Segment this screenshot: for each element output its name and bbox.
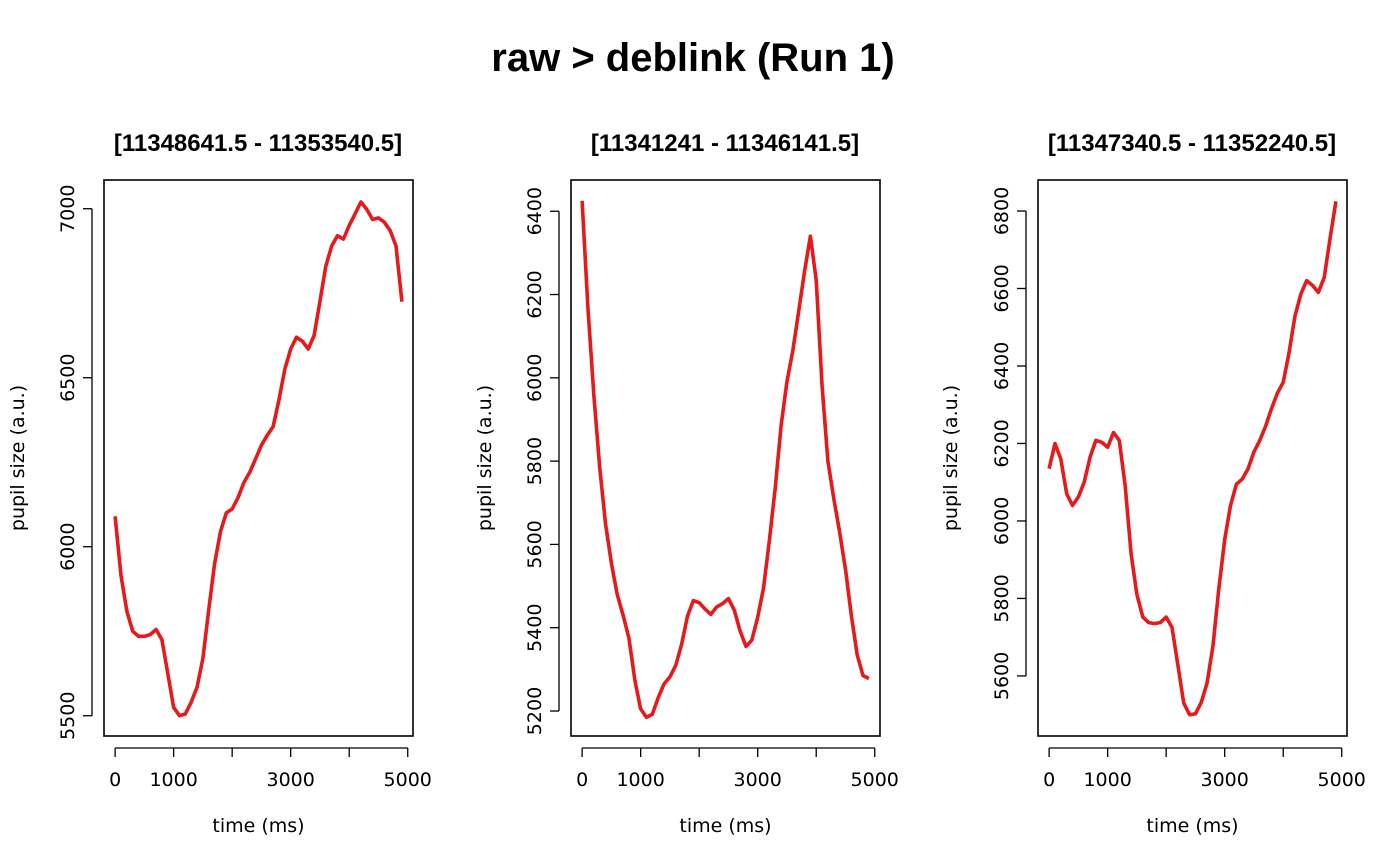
x-tick-label: 0: [576, 769, 588, 791]
y-tick-label: 5800: [991, 574, 1013, 622]
plot-frame: [570, 179, 881, 737]
y-tick-label: 6000: [57, 523, 79, 571]
x-tick-label: 5000: [851, 769, 899, 791]
chart-panel-3: [11347340.5 - 11352240.5] 0 1000 3000 5000 56…: [940, 130, 1366, 837]
x-tick-label: 5000: [1318, 769, 1366, 791]
x-tick-label: 0: [1043, 769, 1055, 791]
plot-frame: [103, 179, 414, 737]
y-axis-label: pupil size (a.u.): [7, 385, 29, 531]
y-tick-label: 6000: [991, 497, 1013, 545]
chart-panel-1: [11348641.5 - 11353540.5] 0 1000 3000 5000 55…: [7, 130, 432, 837]
plot-frame: [1037, 179, 1348, 737]
series-line-1: [580, 200, 870, 720]
y-tick-label: 5600: [524, 520, 546, 568]
x-tick-label: 0: [109, 769, 121, 791]
x-axis-label: time (ms): [1146, 815, 1238, 837]
y-tick-label: 6400: [991, 342, 1013, 390]
x-tick-label: 1000: [1083, 769, 1131, 791]
panel-title: [11347340.5 - 11352240.5]: [1048, 130, 1336, 157]
chart-panel-2: [11341241 - 11346141.5] 0 1000 3000 5000 5200…: [474, 130, 899, 837]
x-tick-label: 1000: [149, 769, 197, 791]
y-tick-label: 5600: [991, 652, 1013, 700]
x-tick-label: 5000: [384, 769, 432, 791]
panel-title: [11348641.5 - 11353540.5]: [114, 130, 402, 157]
panel-title: [11341241 - 11346141.5]: [591, 130, 859, 157]
y-tick-label: 5800: [524, 437, 546, 485]
y-tick-label: 6200: [524, 270, 546, 318]
y-tick-label: 6500: [57, 354, 79, 402]
y-tick-label: 6000: [524, 354, 546, 402]
figure-title: raw > deblink (Run 1): [491, 36, 894, 80]
y-tick-label: 6400: [524, 187, 546, 235]
y-axis-label: pupil size (a.u.): [940, 385, 962, 531]
y-tick-label: 7000: [57, 185, 79, 233]
y-tick-label: 5400: [524, 604, 546, 652]
x-axis-label: time (ms): [212, 815, 304, 837]
y-axis-label: pupil size (a.u.): [474, 385, 496, 531]
y-tick-label: 6200: [991, 419, 1013, 467]
x-tick-label: 3000: [1201, 769, 1249, 791]
x-tick-label: 3000: [267, 769, 315, 791]
x-tick-label: 1000: [616, 769, 664, 791]
series-line-1: [1047, 201, 1338, 717]
y-tick-label: 6800: [991, 187, 1013, 235]
x-tick-label: 3000: [734, 769, 782, 791]
y-tick-label: 6600: [991, 264, 1013, 312]
y-tick-label: 5500: [57, 692, 79, 740]
x-axis-label: time (ms): [679, 815, 771, 837]
series-line-1: [113, 200, 404, 718]
chart-panels: [11348641.5 - 11353540.5] 0 1000 3000 5000 55…: [7, 130, 1366, 837]
y-tick-label: 5200: [524, 687, 546, 735]
